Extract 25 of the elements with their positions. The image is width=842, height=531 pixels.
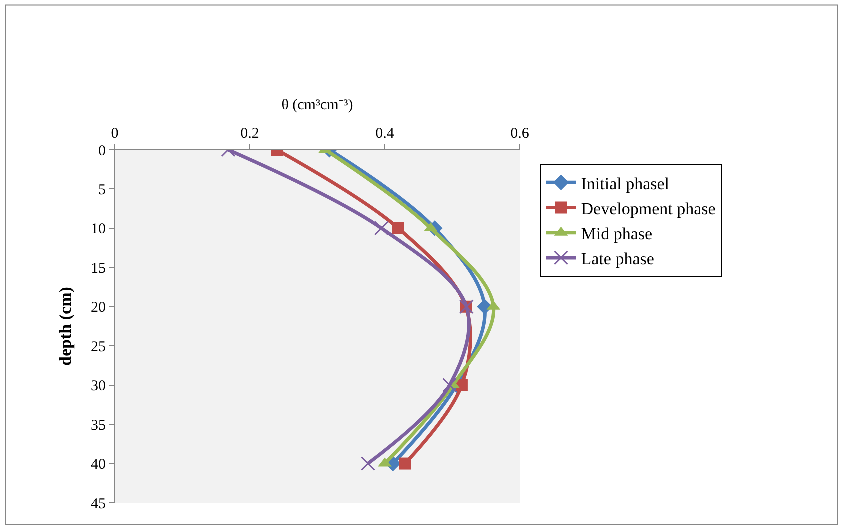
y-tick-label: 25: [91, 339, 106, 356]
x-tick-label: 0.4: [376, 126, 395, 142]
point: [374, 221, 389, 236]
y-tick-label: 45: [91, 496, 106, 512]
y-tick-label: 35: [91, 418, 106, 434]
x-tick-label: 0.2: [240, 126, 260, 142]
y-axis-title: depth (cm): [56, 287, 75, 366]
point: [399, 458, 412, 470]
point: [360, 456, 376, 472]
y-tick-label: 0: [98, 143, 106, 160]
legend-label: Late phase: [581, 250, 654, 269]
point: [442, 378, 458, 393]
legend-label: Mid phase: [581, 224, 653, 244]
x-axis-title: θ (cm³cm⁻³): [282, 97, 354, 114]
point: [392, 222, 404, 234]
y-tick-label: 5: [98, 182, 106, 198]
y-tick-label: 40: [91, 457, 106, 474]
y-tick-label: 30: [91, 378, 106, 395]
y-tick-label: 20: [91, 300, 106, 316]
x-tick-label: 0: [111, 126, 119, 142]
x-tick-label: 0.6: [510, 126, 530, 142]
y-tick-label: 10: [91, 222, 106, 238]
y-tick-label: 15: [91, 260, 106, 277]
legend-label: Development phase: [581, 199, 716, 218]
legend-label: Initial phasel: [581, 174, 670, 194]
